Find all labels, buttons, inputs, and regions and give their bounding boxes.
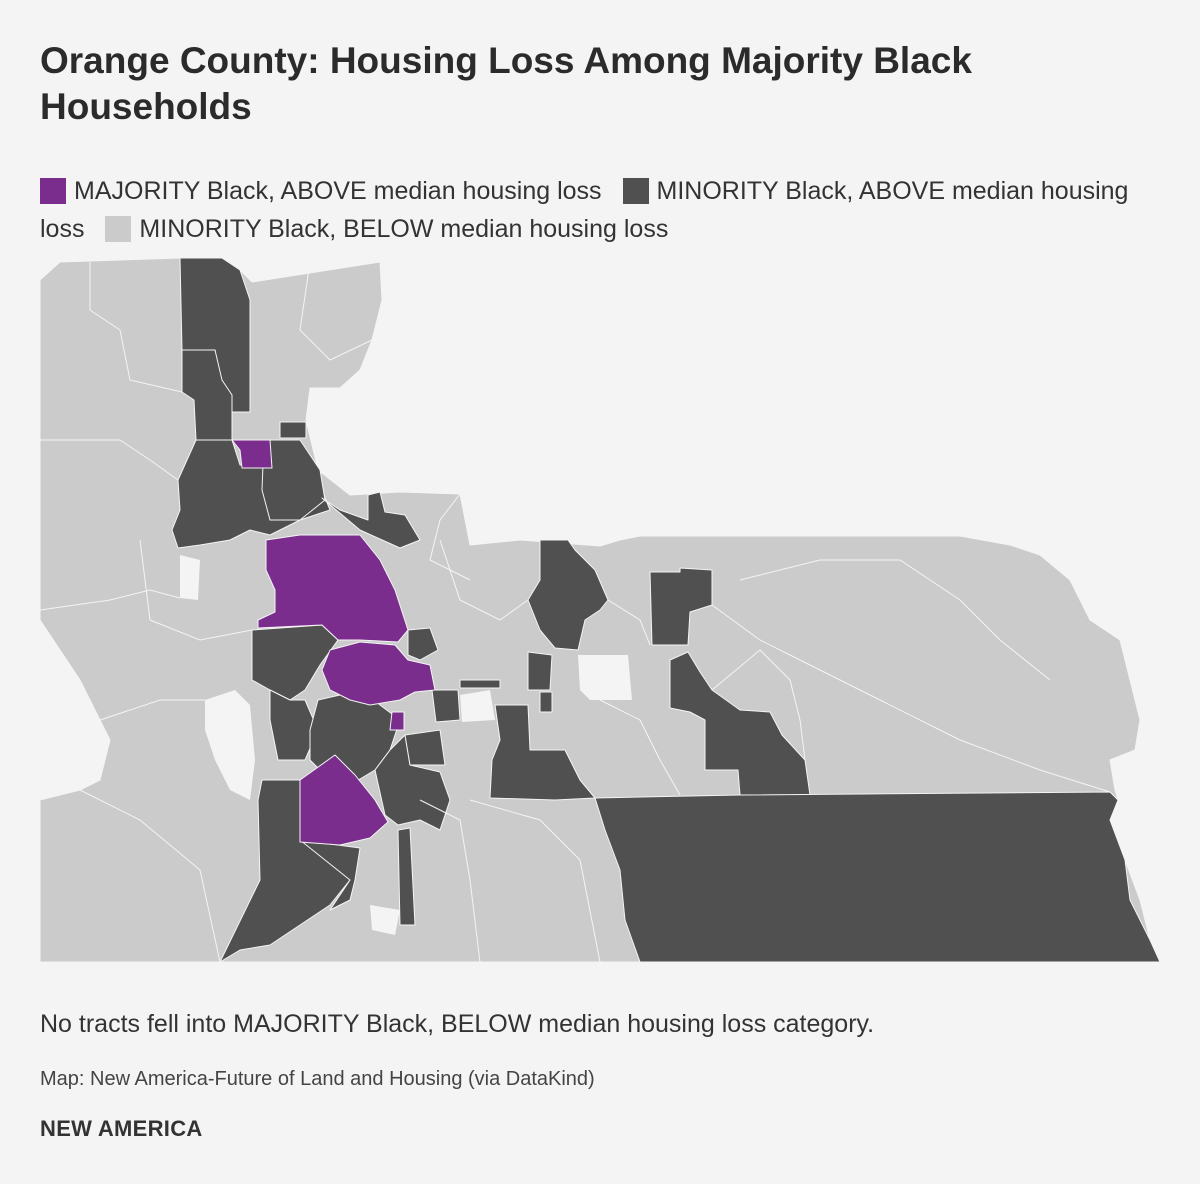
source-text: Map: New America-Future of Land and Hous… [40, 1068, 595, 1090]
chart-title: Orange County: Housing Loss Among Majori… [40, 40, 972, 127]
boundary-line-7 [419, 799, 481, 962]
legend-item-majority-above: MAJORITY Black, ABOVE median housing los… [40, 177, 602, 205]
tract-c-small-1 [431, 689, 461, 723]
boundary-line-5 [99, 699, 205, 721]
boundary-line-16 [429, 493, 471, 581]
boundary-line-10 [607, 599, 651, 646]
legend-swatch-majority-above [40, 178, 66, 204]
lake-north [180, 555, 200, 600]
legend-label-minority-above: MINORITY Black, ABOVE median housing los… [40, 177, 1129, 243]
legend-swatch-minority-above [622, 178, 649, 204]
boundary-line-14 [599, 699, 681, 796]
tract-n-small [279, 421, 307, 439]
tract-c-small-2 [459, 679, 501, 689]
tract-center-3 [404, 729, 446, 766]
tract-c-east [407, 627, 439, 661]
tract-south-spike [397, 827, 416, 926]
tract-group-majority-above [231, 439, 436, 846]
tract-purple-mid [321, 641, 436, 706]
tract-se-large [594, 791, 1160, 962]
lake-mid [460, 690, 495, 722]
boundary-line-3 [40, 589, 181, 611]
tract-purple-small [389, 711, 405, 731]
tract-purple-core [257, 534, 409, 643]
tract-center-2 [374, 734, 451, 831]
legend-item-minority-above: MINORITY Black, ABOVE median housing los… [40, 177, 1128, 243]
lake-south [370, 905, 400, 935]
boundary-line-11 [711, 604, 1111, 793]
tract-nc-strip [321, 491, 421, 549]
legend-label-minority-below: MINORITY Black, BELOW median housing los… [139, 215, 669, 243]
boundary-line-4 [139, 539, 253, 641]
brand-logo-text: NEW AMERICA [40, 1116, 203, 1141]
tract-group-minority-above [171, 258, 1160, 962]
tract-purple-south [299, 754, 389, 846]
lake-central [578, 655, 632, 700]
boundary-line-12 [739, 559, 1051, 681]
tract-east-2 [527, 651, 553, 691]
tract-east-corridor [669, 651, 811, 796]
boundary-line-15 [299, 261, 373, 361]
boundary-line-2 [40, 439, 179, 481]
boundary-line-6 [79, 789, 221, 962]
legend-swatch-minority-below [105, 216, 132, 242]
lake-west [205, 690, 255, 800]
tract-east-3 [539, 691, 553, 713]
tract-sw-2 [299, 839, 361, 911]
county-map [40, 258, 1160, 962]
boundary-line-1 [89, 262, 183, 393]
tract-n-mid [261, 439, 326, 521]
legend-item-minority-below: MINORITY Black, BELOW median housing los… [105, 215, 668, 243]
tract-purple-north [231, 439, 273, 469]
legend-label-majority-above: MAJORITY Black, ABOVE median housing los… [74, 177, 602, 205]
tract-boundaries [40, 261, 1111, 962]
note-text: No tracts fell into MAJORITY Black, BELO… [40, 1010, 875, 1038]
boundary-line-13 [711, 649, 806, 761]
boundary-line-8 [469, 799, 601, 962]
legend: MAJORITY Black, ABOVE median housing los… [40, 172, 1170, 248]
